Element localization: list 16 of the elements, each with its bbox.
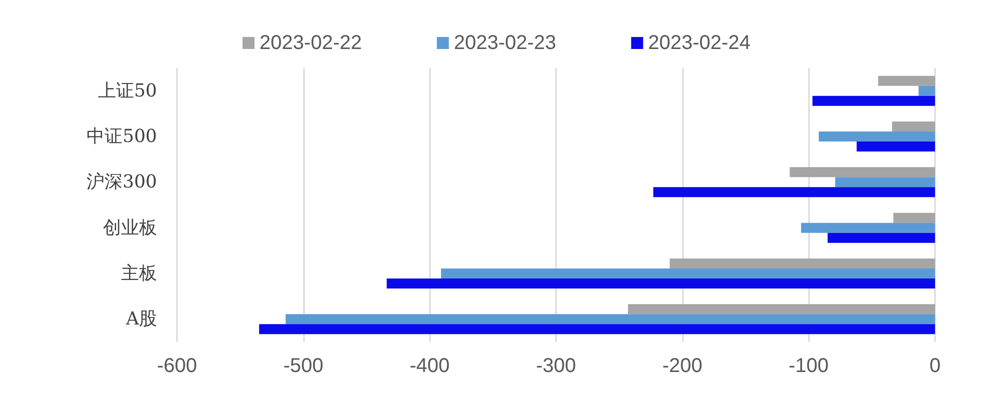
- x-tick-label: -300: [536, 355, 576, 377]
- y-tick-label: 沪深300: [86, 172, 157, 193]
- y-tick-label: 主板: [121, 263, 157, 284]
- legend-label: 2023-02-23: [454, 32, 556, 54]
- x-tick-label: -400: [410, 355, 450, 377]
- x-tick-label: -500: [283, 355, 324, 377]
- y-tick-label: A股: [125, 308, 157, 330]
- x-tick-label: -600: [156, 355, 198, 377]
- x-tick-label: -200: [662, 355, 702, 377]
- x-tick-label: -100: [788, 355, 829, 377]
- y-tick-label: 创业板: [103, 217, 157, 238]
- legend-label: 2023-02-22: [260, 32, 362, 54]
- x-tick-label: 0: [929, 355, 941, 377]
- legend-label: 2023-02-24: [648, 32, 750, 54]
- y-tick-label: 上证50: [98, 80, 157, 102]
- y-tick-label: 中证500: [86, 126, 157, 147]
